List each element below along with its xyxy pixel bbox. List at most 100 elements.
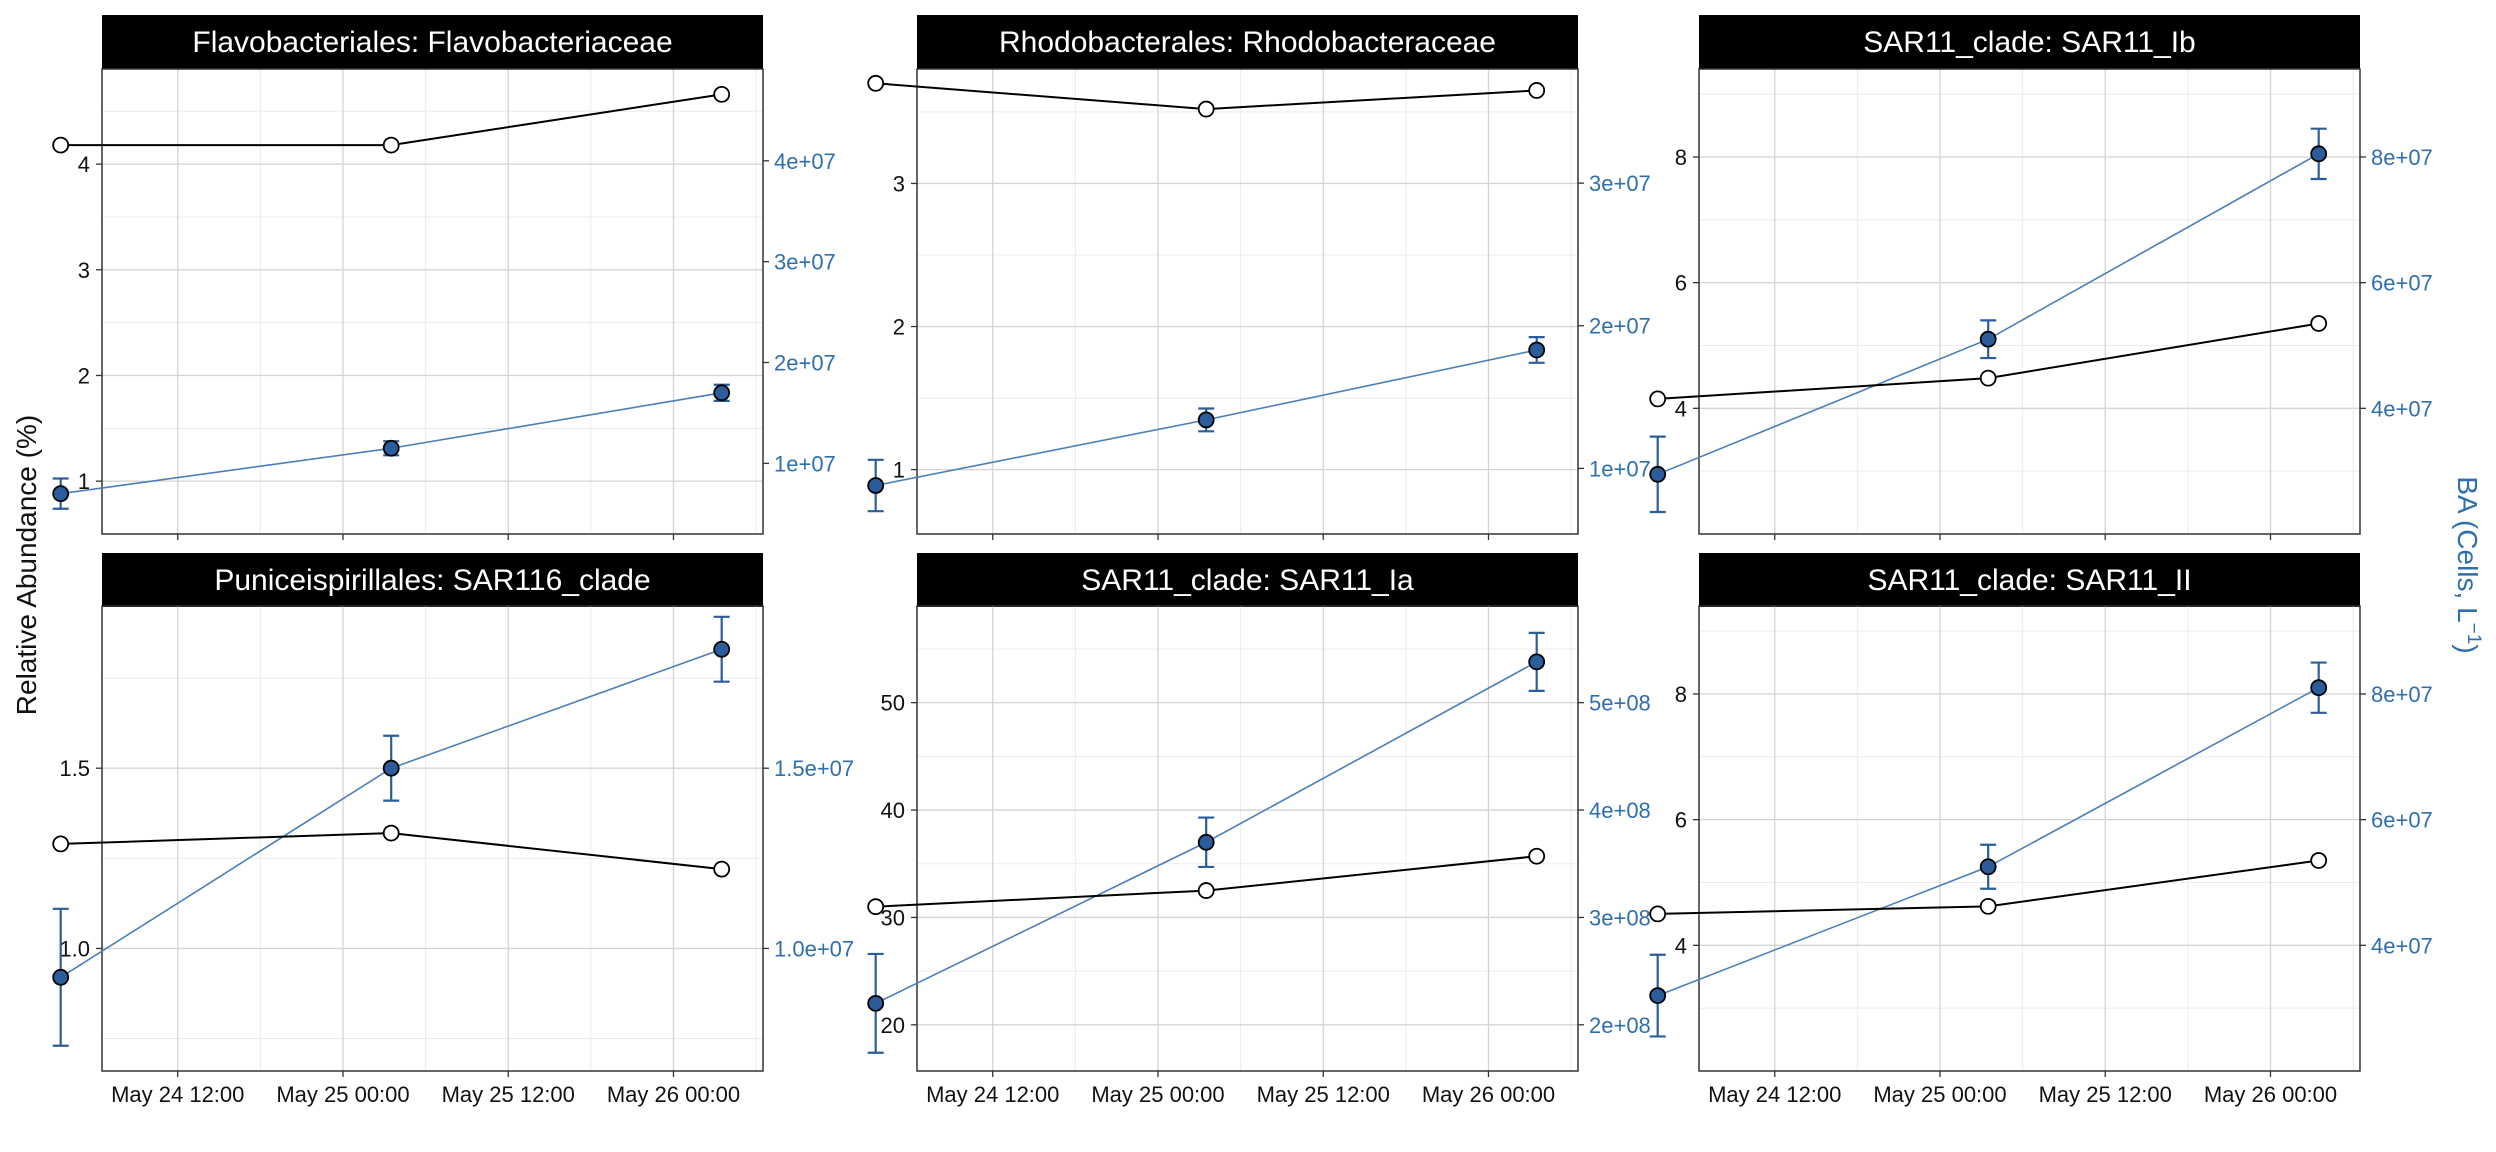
abundance-point <box>713 860 731 878</box>
right-tick-label: 2e+07 <box>1589 314 1651 339</box>
right-tick-label: 6e+07 <box>2371 271 2433 296</box>
left-tick-label: 2 <box>78 363 90 388</box>
x-tick-label: May 25 12:00 <box>1257 1082 1390 1107</box>
facet-title: Flavobacteriales: Flavobacteriaceae <box>192 26 672 59</box>
right-tick-label: 1e+07 <box>1589 456 1651 481</box>
abundance-point <box>2310 315 2328 332</box>
ba-point <box>1528 653 1546 671</box>
right-axis-title-superscript: −1 <box>2463 623 2484 645</box>
facet-strip <box>917 553 1578 607</box>
ba-point <box>382 439 400 457</box>
right-axis-title: BA (Cells, L−1) <box>2452 476 2484 653</box>
ba-point <box>1649 987 1667 1004</box>
x-tick-label: May 25 00:00 <box>1091 1082 1224 1107</box>
facet-title: Rhodobacterales: Rhodobacteraceae <box>999 26 1496 59</box>
ba-point <box>1649 465 1667 483</box>
ba-point <box>867 994 885 1012</box>
left-tick-label: 4 <box>1675 933 1687 958</box>
right-tick-label: 3e+07 <box>1589 171 1651 196</box>
x-tick-label: May 26 00:00 <box>607 1082 740 1107</box>
x-tick-label: May 24 12:00 <box>111 1082 244 1107</box>
abundance-point <box>1528 82 1546 99</box>
right-tick-label: 3e+08 <box>1589 905 1651 930</box>
x-tick-label: May 24 12:00 <box>1708 1082 1841 1107</box>
abundance-point <box>1197 100 1215 118</box>
facet-strip <box>1699 553 2360 607</box>
right-tick-label: 1.5e+07 <box>774 756 854 781</box>
facet-panel: SAR11_clade: SAR11_II 4 6 8 4e+07 6e+07 8e+07 M… <box>1649 553 2433 1107</box>
panel-border <box>101 68 764 535</box>
abundance-point <box>1979 369 1997 387</box>
ba-point <box>867 477 885 494</box>
ba-point <box>52 968 70 986</box>
ba-point <box>713 640 731 658</box>
facet-panel: SAR11_clade: SAR11_Ib 4 6 8 4e+07 6e+07 8e+07 <box>1649 15 2433 540</box>
ba-point <box>1528 341 1546 359</box>
x-tick-label: May 24 12:00 <box>926 1082 1059 1107</box>
left-tick-label: 3 <box>893 171 905 196</box>
facet-panel: SAR11_clade: SAR11_Ia 20 30 40 50 2e+08 3e+08 4… <box>867 553 1651 1107</box>
abundance-point <box>1649 390 1667 408</box>
facet-panel: Puniceispirillales: SAR116_clade 1.0 1.5 1.… <box>52 553 854 1107</box>
ba-point <box>2310 145 2328 163</box>
ba-point <box>1197 411 1215 429</box>
ba-point <box>1979 858 1997 876</box>
abundance-point <box>1979 897 1997 915</box>
left-tick-label: 8 <box>1675 682 1687 707</box>
facet-title: SAR11_clade: SAR11_Ib <box>1863 26 2195 59</box>
abundance-point <box>52 835 70 853</box>
left-tick-label: 1 <box>893 458 905 483</box>
left-tick-label: 1.0 <box>59 936 90 961</box>
facet-strip <box>102 553 763 607</box>
abundance-point <box>867 898 885 916</box>
right-tick-label: 5e+08 <box>1589 691 1651 716</box>
left-tick-label: 6 <box>1675 271 1687 296</box>
right-tick-label: 1.0e+07 <box>774 936 854 961</box>
facet-title: SAR11_clade: SAR11_II <box>1867 564 2191 597</box>
left-tick-label: 1.5 <box>59 756 90 781</box>
chart-panels: Flavobacteriales: Flavobacteriaceae 1 2 3 4 1… <box>52 15 2433 1107</box>
ba-point <box>1197 833 1215 851</box>
facet-panel: Flavobacteriales: Flavobacteriaceae 1 2 3 4 1… <box>52 15 836 540</box>
panel-border <box>916 68 1579 535</box>
ba-point <box>2310 679 2328 697</box>
x-tick-label: May 26 00:00 <box>1422 1082 1555 1107</box>
abundance-point <box>382 136 400 154</box>
left-tick-label: 50 <box>881 691 905 716</box>
abundance-point <box>382 824 400 842</box>
facet-strip <box>102 15 763 69</box>
left-tick-label: 8 <box>1675 145 1687 170</box>
right-tick-label: 6e+07 <box>2371 808 2433 833</box>
abundance-point <box>2310 852 2328 869</box>
abundance-point <box>1197 882 1215 899</box>
facet-strip <box>917 15 1578 69</box>
x-tick-label: May 25 00:00 <box>1873 1082 2006 1107</box>
right-tick-label: 2e+07 <box>774 351 836 376</box>
x-tick-label: May 26 00:00 <box>2204 1082 2337 1107</box>
right-tick-label: 4e+07 <box>2371 396 2433 421</box>
left-tick-label: 20 <box>881 1013 905 1038</box>
abundance-point <box>52 136 70 154</box>
x-tick-label: May 25 12:00 <box>2039 1082 2172 1107</box>
left-tick-label: 4 <box>78 152 90 177</box>
ba-series-line <box>60 648 722 978</box>
left-tick-label: 40 <box>881 798 905 823</box>
ba-series-line <box>1657 686 2320 997</box>
right-tick-label: 3e+07 <box>774 250 836 275</box>
abundance-point <box>867 74 885 92</box>
facet-title: Puniceispirillales: SAR116_clade <box>214 564 650 597</box>
left-tick-label: 3 <box>78 258 90 283</box>
right-tick-label: 8e+07 <box>2371 682 2433 707</box>
right-tick-label: 8e+07 <box>2371 145 2433 170</box>
facet-title: SAR11_clade: SAR11_Ia <box>1081 564 1414 597</box>
facet-strip <box>1699 15 2360 69</box>
left-tick-label: 30 <box>881 905 905 930</box>
right-tick-label: 4e+08 <box>1589 798 1651 823</box>
left-tick-label: 4 <box>1675 396 1687 421</box>
ba-point <box>52 485 70 503</box>
left-tick-label: 2 <box>893 315 905 340</box>
abundance-point <box>1528 847 1546 865</box>
right-tick-label: 1e+07 <box>774 451 836 476</box>
panel-border <box>101 605 764 1072</box>
x-tick-label: May 25 12:00 <box>442 1082 575 1107</box>
